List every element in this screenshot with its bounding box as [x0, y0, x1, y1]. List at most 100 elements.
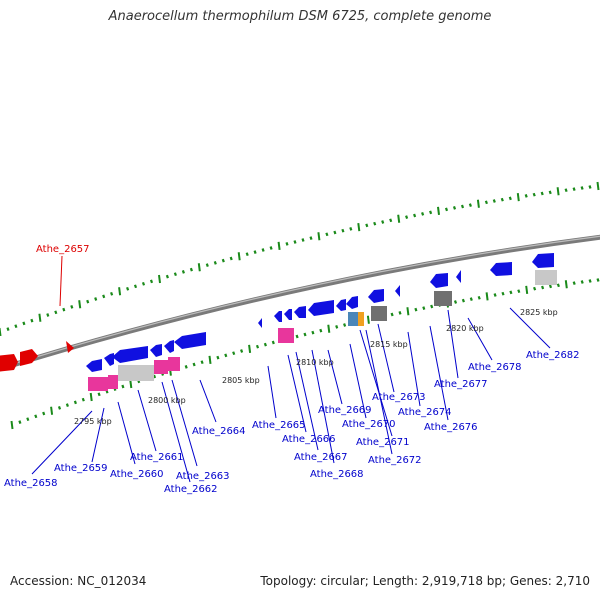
gene-label[interactable]: Athe_2671 — [356, 437, 410, 448]
gene-feature[interactable] — [174, 332, 206, 349]
gene-label[interactable]: Athe_2676 — [424, 422, 478, 433]
gene-feature[interactable] — [294, 306, 306, 318]
gene-label[interactable]: Athe_2677 — [434, 379, 488, 390]
rna-feature[interactable] — [168, 357, 180, 371]
gene-label[interactable]: Athe_2669 — [318, 405, 372, 416]
gene-label[interactable]: Athe_2660 — [110, 469, 164, 480]
major-tick — [476, 199, 480, 208]
gene-label[interactable]: Athe_2667 — [294, 452, 348, 463]
major-tick — [197, 263, 201, 272]
scale-labels: 2795 kbp 2800 kbp 2805 kbp 2810 kbp 2815… — [74, 308, 558, 426]
minor-tick — [580, 280, 584, 284]
steel-feature[interactable] — [348, 312, 358, 326]
gene-label[interactable]: Athe_2673 — [372, 392, 426, 403]
minor-tick — [295, 334, 299, 339]
minor-tick — [484, 200, 488, 205]
minor-tick — [429, 210, 433, 215]
leader-line — [407, 331, 421, 407]
light-grey-feature[interactable] — [535, 270, 557, 285]
leader-line — [447, 309, 459, 379]
gene-feature[interactable] — [308, 300, 334, 316]
gene-feature[interactable] — [164, 340, 174, 353]
rna-feature[interactable] — [154, 360, 168, 374]
rna-feature[interactable] — [88, 377, 108, 391]
minor-tick — [6, 327, 10, 331]
gene-feature[interactable] — [336, 299, 346, 311]
rna-feature[interactable] — [278, 328, 294, 343]
gene-feature[interactable] — [368, 289, 384, 303]
gene-label[interactable]: Athe_2668 — [310, 469, 364, 480]
minor-tick — [452, 206, 457, 210]
gene-feature[interactable] — [395, 285, 400, 297]
gene-label-athe-2657[interactable]: Athe_2657 — [36, 244, 90, 255]
grey-feature[interactable] — [434, 291, 452, 306]
gene-feature[interactable] — [284, 309, 292, 320]
minor-tick — [390, 312, 394, 317]
major-tick — [78, 300, 82, 309]
minor-tick — [232, 351, 236, 356]
gene-feature[interactable] — [490, 262, 512, 276]
leader-line — [31, 410, 93, 475]
gene-label[interactable]: Athe_2670 — [342, 419, 396, 430]
gene-label[interactable]: Athe_2658 — [4, 478, 58, 489]
orange-feature[interactable] — [358, 312, 364, 326]
reverse-genes-middle — [258, 253, 554, 328]
grey-feature[interactable] — [118, 365, 154, 381]
minor-tick — [261, 248, 265, 252]
scale-label: 2800 kbp — [148, 396, 186, 405]
gene-label[interactable]: Athe_2674 — [398, 407, 452, 418]
leader-line — [509, 307, 551, 349]
gene-label[interactable]: Athe_2661 — [130, 452, 184, 463]
leader-line — [365, 329, 393, 455]
gene-label[interactable]: Athe_2678 — [468, 362, 522, 373]
minor-tick — [26, 417, 30, 422]
gene-feature[interactable] — [456, 270, 461, 283]
gene-feature[interactable] — [346, 296, 358, 309]
major-tick — [397, 214, 401, 223]
minor-tick — [588, 185, 592, 189]
gene-feature[interactable] — [258, 318, 262, 328]
minor-tick — [269, 246, 273, 250]
rna-feature[interactable] — [108, 375, 118, 389]
gene-label[interactable]: Athe_2666 — [282, 434, 336, 445]
minor-tick — [500, 197, 504, 202]
minor-tick — [293, 240, 297, 244]
minor-tick — [221, 258, 225, 263]
leader-line — [327, 349, 343, 405]
minor-tick — [325, 232, 329, 237]
gene-label[interactable]: Athe_2662 — [164, 484, 218, 495]
gene-feature[interactable] — [430, 273, 448, 288]
minor-tick — [430, 304, 434, 309]
gene-feature[interactable] — [0, 354, 18, 372]
major-tick — [89, 392, 93, 402]
gene-label[interactable]: Athe_2659 — [54, 463, 108, 474]
grey-feature[interactable] — [371, 306, 387, 321]
gene-label[interactable]: Athe_2664 — [192, 426, 246, 437]
gene-feature[interactable] — [274, 311, 282, 322]
gene-label[interactable]: Athe_2663 — [176, 471, 230, 482]
major-tick — [118, 287, 122, 296]
leader-line — [171, 379, 198, 467]
gene-feature[interactable] — [532, 253, 554, 268]
gene-label[interactable]: Athe_2665 — [252, 420, 306, 431]
minor-tick — [453, 300, 458, 304]
forward-genes — [0, 341, 74, 372]
scale-label: 2820 kbp — [446, 324, 484, 333]
leader-line — [287, 354, 307, 433]
minor-tick — [181, 270, 185, 274]
gene-feature[interactable] — [20, 349, 38, 366]
gene-feature[interactable] — [112, 346, 148, 363]
inner-tick-row — [10, 278, 600, 430]
feature-band-left — [88, 357, 180, 391]
gene-label[interactable]: Athe_2682 — [526, 350, 580, 361]
gene-feature[interactable] — [86, 359, 102, 372]
gene-feature[interactable] — [150, 344, 162, 357]
major-tick — [38, 313, 42, 322]
gene-label[interactable]: Athe_2672 — [368, 455, 422, 466]
leader-line — [137, 389, 157, 452]
gene-feature-athe-2657[interactable] — [66, 341, 74, 353]
gene-feature[interactable] — [104, 353, 114, 366]
minor-tick — [365, 223, 369, 228]
major-tick — [564, 280, 568, 289]
